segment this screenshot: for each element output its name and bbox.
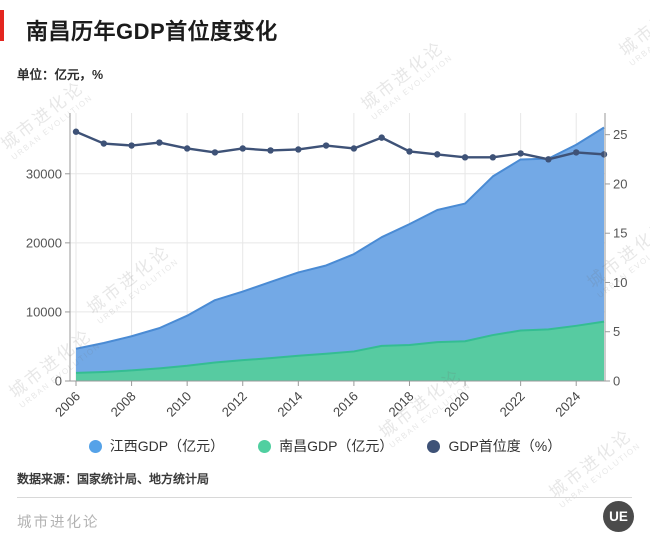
svg-text:20: 20 bbox=[613, 176, 627, 191]
ue-logo-icon: UE bbox=[603, 501, 634, 532]
svg-text:2010: 2010 bbox=[163, 389, 194, 420]
chart-legend: 江西GDP（亿元） 南昌GDP（亿元） GDP首位度（%） bbox=[0, 436, 650, 456]
svg-text:2022: 2022 bbox=[497, 389, 528, 420]
primacy-legend-dot-icon bbox=[427, 439, 441, 453]
data-source-note: 数据来源：国家统计局、地方统计局 bbox=[17, 472, 210, 486]
svg-text:2014: 2014 bbox=[274, 389, 305, 420]
page-title: 南昌历年GDP首位度变化 bbox=[26, 19, 278, 44]
svg-text:15: 15 bbox=[613, 226, 627, 241]
svg-text:2008: 2008 bbox=[108, 389, 139, 420]
svg-text:2018: 2018 bbox=[386, 389, 417, 420]
svg-text:2020: 2020 bbox=[441, 389, 472, 420]
svg-text:30000: 30000 bbox=[26, 166, 62, 181]
svg-text:2024: 2024 bbox=[552, 389, 583, 420]
legend-label: 江西GDP（亿元） bbox=[109, 438, 225, 454]
svg-text:2006: 2006 bbox=[52, 389, 83, 420]
svg-text:5: 5 bbox=[613, 324, 620, 339]
svg-text:2012: 2012 bbox=[219, 389, 250, 420]
legend-label: 南昌GDP（亿元） bbox=[279, 438, 394, 454]
brand-name: 城市进化论 bbox=[17, 515, 100, 531]
svg-text:10000: 10000 bbox=[26, 304, 62, 319]
nanchang-legend-dot-icon bbox=[258, 439, 272, 453]
unit-label: 单位：亿元，% bbox=[17, 68, 104, 82]
legend-item-jiangxi-gdp[interactable]: 江西GDP（亿元） bbox=[88, 436, 225, 456]
svg-text:25: 25 bbox=[613, 127, 627, 142]
svg-text:0: 0 bbox=[55, 374, 62, 389]
footer-divider bbox=[17, 497, 632, 498]
legend-label: GDP首位度（%） bbox=[448, 438, 562, 454]
svg-text:2016: 2016 bbox=[330, 389, 361, 420]
legend-item-nanchang-gdp[interactable]: 南昌GDP（亿元） bbox=[258, 436, 393, 456]
svg-text:10: 10 bbox=[613, 275, 627, 290]
jiangxi-legend-dot-icon bbox=[88, 439, 102, 453]
title-accent-bar bbox=[0, 10, 4, 41]
legend-item-gdp-primacy[interactable]: GDP首位度（%） bbox=[427, 436, 561, 456]
svg-text:20000: 20000 bbox=[26, 235, 62, 250]
svg-text:0: 0 bbox=[613, 374, 620, 389]
